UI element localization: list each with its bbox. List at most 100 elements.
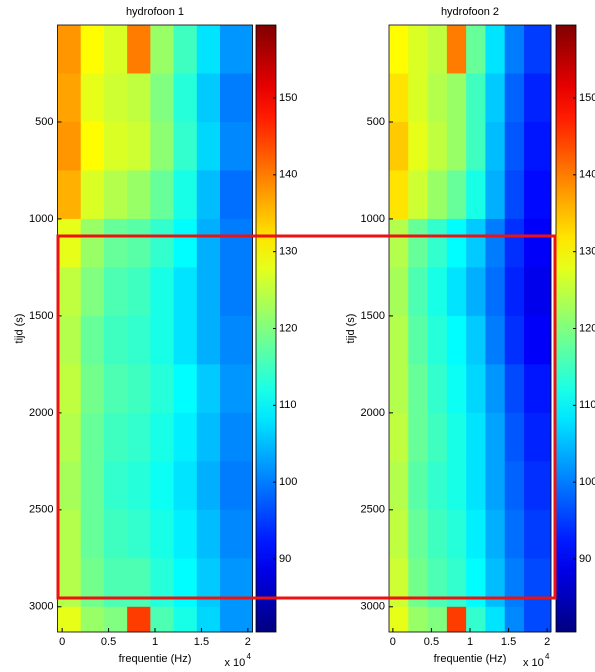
heat-cell bbox=[389, 218, 409, 268]
heat-cell bbox=[408, 364, 428, 414]
heat-cell bbox=[220, 170, 253, 220]
heat-cell bbox=[427, 267, 448, 317]
heat-cell bbox=[427, 509, 448, 559]
heat-cell bbox=[220, 509, 253, 559]
y-tick-label: 1500 bbox=[29, 310, 53, 322]
heat-cell bbox=[103, 509, 128, 559]
heat-cell bbox=[57, 606, 82, 633]
heat-cell bbox=[57, 558, 82, 608]
heat-cell bbox=[524, 170, 552, 220]
heat-cell bbox=[524, 73, 552, 123]
heat-cell bbox=[466, 267, 486, 317]
heat-cell bbox=[220, 121, 253, 171]
heat-cell bbox=[196, 25, 221, 74]
y-tick-label: 3000 bbox=[29, 601, 53, 613]
heat-cell bbox=[220, 606, 253, 633]
heat-cell bbox=[57, 412, 82, 462]
heat-cell bbox=[173, 364, 198, 414]
heat-cell bbox=[150, 121, 174, 171]
heat-cell bbox=[220, 364, 253, 414]
colorbar-tick-label: 120 bbox=[579, 322, 595, 334]
heat-cell bbox=[150, 170, 174, 220]
heat-cell bbox=[504, 170, 525, 220]
heat-cell bbox=[127, 606, 151, 633]
heat-cell bbox=[103, 73, 128, 123]
heat-cell bbox=[485, 606, 506, 633]
heat-cell bbox=[485, 461, 506, 511]
heat-cell bbox=[524, 364, 552, 414]
y-axis-label: tijd (s) bbox=[345, 314, 357, 344]
heat-cell bbox=[485, 558, 506, 608]
x-tick-label: 2 bbox=[544, 636, 550, 648]
heat-cell bbox=[504, 218, 525, 268]
heat-cell bbox=[196, 170, 221, 220]
heat-cell bbox=[466, 509, 486, 559]
heat-cell bbox=[466, 25, 486, 74]
heat-cell bbox=[389, 170, 409, 220]
colorbar-tick-label: 100 bbox=[279, 476, 297, 488]
heat-cell bbox=[103, 412, 128, 462]
heat-cell bbox=[408, 606, 428, 633]
heat-cell bbox=[466, 170, 486, 220]
colorbar-tick-label: 90 bbox=[279, 553, 291, 565]
heat-cell bbox=[127, 364, 151, 414]
heat-cell bbox=[389, 461, 409, 511]
heat-cell bbox=[103, 267, 128, 317]
x-axis-label: frequentie (Hz) bbox=[119, 653, 192, 665]
heat-cell bbox=[485, 267, 506, 317]
colorbar-tick-label: 100 bbox=[579, 476, 595, 488]
y-tick-label: 1000 bbox=[361, 213, 385, 225]
heat-cell bbox=[408, 412, 428, 462]
heat-cell bbox=[80, 218, 105, 268]
heat-cell bbox=[127, 509, 151, 559]
heat-cell bbox=[196, 412, 221, 462]
heat-cell bbox=[196, 315, 221, 365]
heat-cell bbox=[80, 509, 105, 559]
heat-cell bbox=[173, 170, 198, 220]
chart-title: hydrofoon 1 bbox=[126, 6, 184, 18]
heat-cell bbox=[504, 461, 525, 511]
heat-cell bbox=[504, 412, 525, 462]
heat-cell bbox=[220, 412, 253, 462]
heat-cell bbox=[389, 121, 409, 171]
heat-cell bbox=[504, 25, 525, 74]
heat-cell bbox=[427, 73, 448, 123]
heat-cell bbox=[446, 315, 467, 365]
heat-cell bbox=[127, 315, 151, 365]
heat-cell bbox=[173, 461, 198, 511]
heat-cell bbox=[220, 73, 253, 123]
heat-cell bbox=[485, 364, 506, 414]
heat-cell bbox=[408, 121, 428, 171]
heat-cell bbox=[103, 558, 128, 608]
heat-cell bbox=[408, 315, 428, 365]
heat-cell bbox=[220, 558, 253, 608]
colorbar-tick-label: 140 bbox=[279, 169, 297, 181]
heat-cell bbox=[427, 461, 448, 511]
colorbar-tick-label: 90 bbox=[579, 553, 591, 565]
heat-cell bbox=[485, 218, 506, 268]
heat-cell bbox=[150, 25, 174, 74]
heat-cell bbox=[80, 25, 105, 74]
heat-cell bbox=[173, 73, 198, 123]
x-tick-label: 1 bbox=[152, 636, 158, 648]
heat-cell bbox=[389, 412, 409, 462]
y-tick-label: 2500 bbox=[361, 504, 385, 516]
x-tick-label: 0 bbox=[390, 636, 396, 648]
heat-cell bbox=[150, 461, 174, 511]
heat-cell bbox=[427, 364, 448, 414]
colorbar-tick-label: 110 bbox=[279, 399, 297, 411]
heat-cell bbox=[408, 170, 428, 220]
heat-cell bbox=[466, 412, 486, 462]
heat-cell bbox=[173, 606, 198, 633]
x-tick-label: 0.5 bbox=[101, 636, 116, 648]
heat-cell bbox=[80, 267, 105, 317]
heat-cell bbox=[446, 606, 467, 633]
heat-cell bbox=[446, 25, 467, 74]
heat-cell bbox=[466, 73, 486, 123]
heat-cell bbox=[408, 218, 428, 268]
heat-cell bbox=[524, 218, 552, 268]
heat-cell bbox=[127, 218, 151, 268]
heat-cell bbox=[504, 606, 525, 633]
heat-cell bbox=[427, 606, 448, 633]
